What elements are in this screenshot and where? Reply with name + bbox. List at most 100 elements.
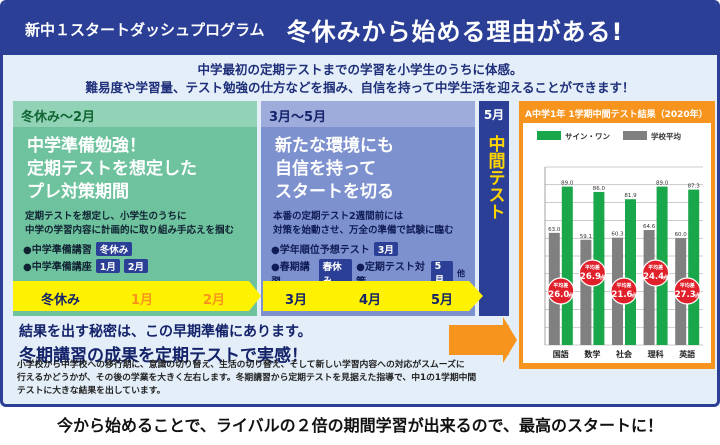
- legend-swatch: [623, 131, 647, 140]
- timeline: 冬休み 1月 2月 3月 4月 5月: [13, 281, 493, 311]
- bullet-label: ●中学準備講座: [23, 262, 92, 273]
- data-label-sign-one: 89.0: [656, 181, 669, 187]
- period-tag: 冬休み: [95, 241, 133, 256]
- difference-badge-value: 26.9: [580, 272, 601, 282]
- bar-school-average: [643, 230, 655, 345]
- description: 小学校から中学校への移行期に、意識の切り替え、生活の切り替え、そして新しい学習内…: [17, 359, 507, 398]
- phase-spring-desc: 本番の定期テスト2週間前には 対策を始動させ、万全の準備で試験に臨む: [261, 208, 475, 240]
- bullet-label: ●学年順位予想テスト: [271, 245, 370, 256]
- timeline-label: 4月: [359, 293, 382, 308]
- difference-badge-prefix: 平均差: [680, 282, 695, 289]
- timeline-arrow: [249, 281, 261, 311]
- category-label: 理科: [648, 349, 664, 359]
- difference-badge: [578, 259, 607, 287]
- data-label-school-average: 63.0: [548, 227, 561, 233]
- timeline-label: 2月: [203, 293, 226, 308]
- bullet-rank-test: ●学年順位予想テスト 3月: [261, 240, 475, 257]
- phase-midterm: 5月 中間テスト: [479, 101, 509, 316]
- difference-badge-prefix: 平均差: [553, 282, 568, 289]
- period-tag: 5月: [430, 260, 453, 286]
- difference-badge-unit: 点: [600, 274, 605, 281]
- phase-spring-desc-line: 本番の定期テスト2週間前には: [273, 211, 404, 222]
- difference-badge: [610, 277, 638, 305]
- phase-winter-title-line: 定期テストを想定した: [27, 159, 197, 179]
- intro-line-2: 難易度や学習量、テスト勉強の仕方などを掴み、自信を持って中学生活を迎えることがで…: [85, 80, 635, 95]
- secret-line-1: 結果を出す秘密は、この早期準備にあります。: [19, 324, 312, 340]
- results-chart-panel: A中学1年 1学期中間テスト結果（2020年） サイン・ワン 学校平均 63.0 89…: [519, 101, 715, 369]
- difference-badge-value: 21.6: [612, 290, 633, 300]
- phase-midterm-head: 5月: [483, 108, 505, 122]
- timeline-label: 5月: [431, 293, 454, 308]
- difference-badge-value: 27.3: [675, 290, 696, 300]
- difference-badge-prefix: 平均差: [585, 264, 600, 271]
- intro-line-1: 中学最初の定期テストまでの学習を小学生のうちに体感。: [197, 62, 523, 77]
- phase-spring-title: 新たな環境にも 自信を持って スタートを切る: [261, 127, 475, 208]
- intro-text: 中学最初の定期テストまでの学習を小学生のうちに体感。 難易度や学習量、テスト勉強…: [3, 61, 717, 97]
- period-tag: 1月: [95, 258, 120, 273]
- timeline-label: 1月: [131, 293, 154, 308]
- chart-area: サイン・ワン 学校平均 63.0 89.0 国語 平均差 26.0 点 59.1 86.0 数学 平均…: [523, 123, 711, 363]
- phase-winter-desc-line: 定期テストを想定し、小学生のうちに: [25, 211, 187, 222]
- bullet-prep-course: ●中学準備講習 冬休み: [13, 240, 257, 257]
- secret-message: 結果を出す秘密は、この早期準備にあります。 冬期講習の成果を定期テストで実感！: [19, 321, 489, 366]
- timeline-label: 3月: [285, 293, 308, 308]
- legend-label: サイン・ワン: [565, 132, 610, 141]
- difference-badge-unit: 点: [568, 292, 573, 299]
- program-name: 新中１スタートダッシュプログラム: [25, 20, 265, 39]
- data-label-school-average: 64.6: [643, 224, 656, 230]
- description-line: 小学校から中学校への移行期に、意識の切り替え、生活の切り替え、そして新しい学習内…: [17, 360, 465, 370]
- phase-winter-desc: 定期テストを想定し、小学生のうちに 中学の学習内容に計画的に取り組み手応えを掴む: [13, 208, 257, 240]
- difference-badge: [547, 277, 575, 305]
- secret-line-2: 冬期講習の成果を定期テストで実感！: [19, 346, 308, 366]
- category-label: 国語: [553, 349, 569, 359]
- difference-badge-prefix: 平均差: [648, 264, 663, 271]
- difference-badge-value: 26.0: [548, 290, 569, 300]
- description-line: テストに大きな結果を出しています。: [17, 386, 166, 396]
- period-tag: 3月: [373, 241, 398, 256]
- legend-swatch: [537, 131, 561, 140]
- phase-winter-head: 冬休み～2月: [13, 101, 257, 127]
- bar-sign-one: [561, 186, 573, 345]
- phase-spring-title-line: 新たな環境にも: [275, 136, 394, 156]
- difference-badge-unit: 点: [695, 292, 700, 299]
- phase-spring-title-line: スタートを切る: [275, 182, 394, 202]
- headline: 冬休みから始める理由がある!: [286, 17, 624, 46]
- orange-arrow-head: [503, 317, 517, 363]
- phase-winter: 冬休み～2月 中学準備勉強！ 定期テストを想定した プレ対策期間 定期テストを想…: [13, 101, 257, 316]
- phase-spring-title-line: 自信を持って: [275, 159, 377, 179]
- difference-badge: [673, 277, 701, 305]
- data-label-sign-one: 86.0: [593, 186, 606, 192]
- timeline-label: 冬休み: [41, 293, 81, 308]
- period-tag: 2月: [123, 258, 148, 273]
- timeline-bar-winter: [13, 281, 249, 311]
- phase-winter-title-line: プレ対策期間: [27, 182, 129, 202]
- data-label-school-average: 60.0: [675, 232, 688, 238]
- bar-sign-one: [688, 189, 700, 345]
- header-bar: 新中１スタートダッシュプログラム 冬休みから始める理由がある!: [3, 3, 717, 55]
- legend-label: 学校平均: [651, 131, 681, 141]
- bar-sign-one: [625, 199, 636, 345]
- bullet-prep-class: ●中学準備講座 1月 2月: [13, 257, 257, 274]
- phase-spring-desc-line: 対策を始動させ、万全の準備で試験に臨む: [273, 225, 454, 236]
- data-label-school-average: 59.1: [580, 234, 592, 240]
- description-line: 行えるかどうかが、その後の学業を大きく左右します。冬期講習から定期テストを見据え…: [17, 373, 477, 383]
- program-panel: 新中１スタートダッシュプログラム 冬休みから始める理由がある! 中学最初の定期テ…: [0, 0, 720, 407]
- phase-winter-desc-line: 中学の学習内容に計画的に取り組み手応えを掴む: [25, 225, 235, 236]
- data-label-sign-one: 81.9: [624, 193, 637, 199]
- data-label-school-average: 60.3: [611, 232, 624, 238]
- phase-spring-head: 3月～5月: [261, 101, 475, 127]
- chart-title: A中学1年 1学期中間テスト結果（2020年）: [525, 110, 708, 120]
- category-label: 社会: [615, 349, 632, 359]
- timeline-arrow: [469, 281, 483, 311]
- phase-spring: 3月～5月 新たな環境にも 自信を持って スタートを切る 本番の定期テスト2週間…: [261, 101, 475, 316]
- data-label-sign-one: 87.3: [688, 184, 701, 190]
- phase-winter-title-line: 中学準備勉強！: [27, 136, 146, 156]
- difference-badge-unit: 点: [663, 274, 668, 281]
- data-label-sign-one: 89.0: [561, 181, 574, 187]
- difference-badge-unit: 点: [631, 292, 636, 299]
- category-label: 数学: [584, 349, 600, 359]
- phase-midterm-label: 中間テスト: [484, 135, 505, 220]
- difference-badge-value: 24.4: [643, 272, 664, 282]
- category-label: 英語: [678, 349, 695, 359]
